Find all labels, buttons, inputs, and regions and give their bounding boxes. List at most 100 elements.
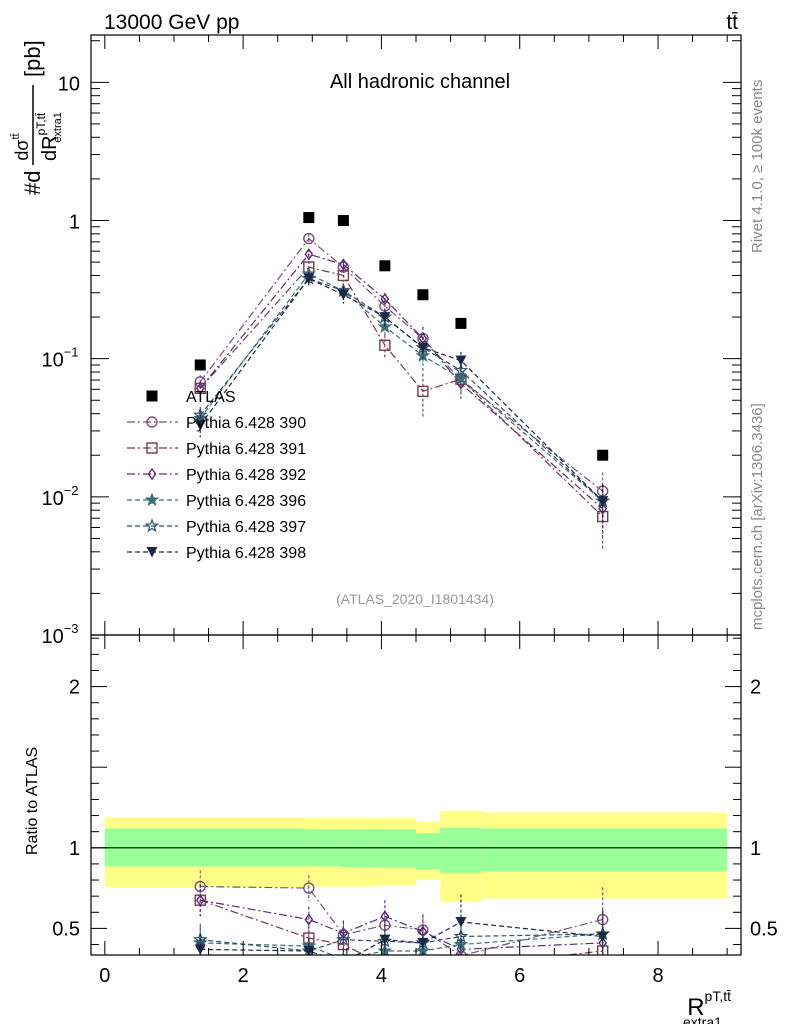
legend-label: Pythia 6.428 390 (186, 415, 306, 432)
ratio-point (455, 916, 467, 928)
data-point (339, 258, 348, 271)
data-point (598, 502, 608, 515)
uncertainty-band-inner (481, 828, 728, 872)
y-tick-label-left: 2 (69, 677, 80, 699)
data-point (194, 420, 206, 431)
ratio-point (304, 913, 314, 926)
ratio-series-4 (192, 909, 611, 955)
data-point (453, 362, 469, 377)
header-left: 13000 GeV pp (104, 11, 239, 34)
legend-marker (146, 547, 158, 558)
data-point (337, 289, 349, 301)
ratio-series-1 (194, 884, 609, 982)
ratio-point (303, 882, 315, 894)
x-tick-label: 2 (238, 965, 249, 987)
ratio-point (453, 928, 469, 943)
data-point (195, 382, 205, 395)
series-6 (194, 272, 609, 525)
data-point (380, 292, 390, 306)
y-tick-label: 10 (58, 73, 80, 95)
mcplots-label: mcplots.cern.ch [arXiv:1306.3436] (749, 403, 766, 630)
y-tick-label: 10−2 (41, 483, 78, 510)
data-point (417, 342, 429, 354)
legend-marker (147, 467, 157, 481)
ratio-point (303, 945, 315, 955)
data-point (379, 260, 391, 272)
x-tick-label: 4 (376, 965, 387, 987)
data-point (597, 449, 609, 461)
svg-text:#d: #d (20, 171, 45, 195)
x-axis-label: RpT,tt̄ extra1 (683, 988, 731, 1024)
legend-entry-1: Pythia 6.428 390 (127, 415, 306, 432)
ratio-point (195, 893, 205, 907)
data-point (303, 232, 315, 245)
data-point (417, 289, 429, 301)
series-4 (192, 266, 611, 525)
ratio-point (456, 962, 466, 972)
data-point (337, 214, 349, 226)
y-tick-label: 1 (69, 211, 80, 233)
data-point (303, 212, 315, 224)
ratio-point (597, 931, 609, 942)
ratio-point (336, 931, 351, 946)
ratio-y-axis-label: Ratio to ATLAS (24, 747, 41, 855)
main-panel: All hadronic channel (ATLAS_2020_I180143… (10, 34, 742, 648)
legend-marker (144, 518, 160, 533)
y-tick-label-right: 0.5 (750, 918, 778, 940)
rivet-version-label: Rivet 4.1.0, ≥ 100k events (749, 80, 766, 253)
y-tick-label-right: 1 (750, 838, 761, 860)
legend-label: Pythia 6.428 396 (186, 493, 306, 510)
series-0 (194, 212, 609, 461)
main-title: All hadronic channel (330, 71, 510, 93)
y-tick-label: 10−1 (41, 345, 78, 372)
ratio-line (200, 933, 603, 952)
series-5 (192, 270, 611, 525)
legend-marker (146, 442, 158, 454)
svg-text:RpT,tt̄extra1: RpT,tt̄ extra1 (683, 988, 731, 1024)
y-tick-label: 10−3 (41, 621, 78, 648)
ratio-series-5 (194, 894, 609, 968)
data-point (303, 273, 315, 285)
ratio-point (192, 931, 208, 946)
data-point (417, 385, 429, 398)
legend-label: ATLAS (186, 389, 236, 406)
ratio-point (379, 934, 391, 946)
legend-entry-5: Pythia 6.428 397 (127, 518, 306, 536)
ratio-point (418, 972, 428, 982)
y-tick-label-left: 0.5 (52, 918, 80, 940)
main-y-axis-label: #d dσtt̄ dRpT,tt̄ extra1 [pb] (10, 40, 64, 195)
legend-entry-4: Pythia 6.428 396 (127, 492, 306, 510)
legend: ATLAS Pythia 6.428 390 Pythia 6.428 391 Pyt… (127, 389, 306, 562)
data-point (379, 339, 391, 351)
legend-marker (146, 416, 158, 428)
legend-label: Pythia 6.428 391 (186, 441, 306, 458)
legend-marker (144, 492, 160, 507)
legend-label: Pythia 6.428 397 (186, 519, 306, 536)
svg-text:[pb]: [pb] (20, 40, 45, 77)
uncertainty-band-inner (440, 827, 482, 873)
header-right: tt̄ (726, 11, 738, 34)
ratio-point (338, 957, 349, 968)
legend-entry-0: ATLAS (146, 389, 236, 406)
ratio-point (194, 944, 206, 955)
watermark: (ATLAS_2020_I1801434) (336, 591, 494, 607)
data-point (194, 359, 206, 371)
uncertainty-band-inner (416, 833, 441, 870)
ratio-frame (90, 634, 742, 956)
legend-entry-6: Pythia 6.428 398 (127, 545, 306, 562)
ratio-point (417, 937, 429, 949)
legend-label: Pythia 6.428 392 (186, 467, 306, 484)
data-point (455, 317, 467, 329)
x-tick-label: 0 (99, 965, 110, 987)
x-tick-label: 6 (514, 965, 525, 987)
legend-marker (146, 390, 158, 402)
svg-text:dσtt̄: dσtt̄ (10, 133, 32, 161)
y-tick-label-left: 1 (69, 838, 80, 860)
y-tick-label-right: 2 (750, 677, 761, 699)
data-point (304, 247, 314, 261)
ratio-panel: 0 2 4 6 8 0.5 0.5 1 1 2 2 Ratio to ATLAS RpT,tt̄ ex… (24, 634, 778, 1024)
x-tick-label: 8 (652, 965, 663, 987)
legend-entry-2: Pythia 6.428 391 (127, 441, 306, 458)
data-point (455, 355, 467, 366)
